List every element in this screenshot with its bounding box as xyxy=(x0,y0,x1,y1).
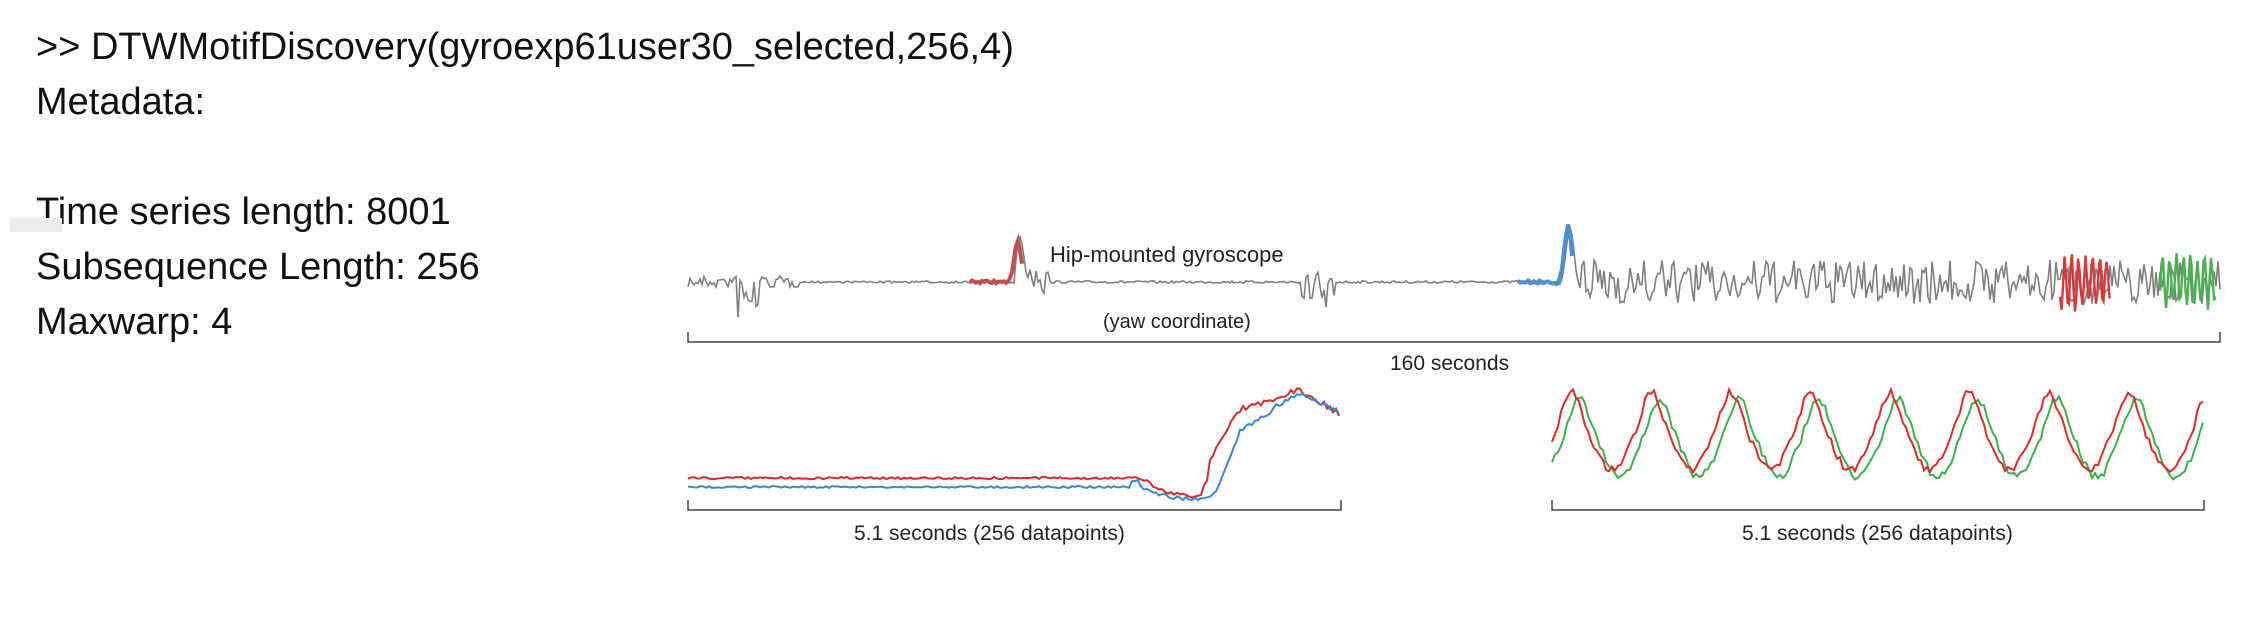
maxwarp-label: Maxwarp: 4 xyxy=(36,301,233,343)
main-chart: Hip-mounted gyroscope (yaw coordinate) 1… xyxy=(687,223,2221,545)
annotation-subtitle: (yaw coordinate) xyxy=(1103,311,1251,333)
metadata-label: Metadata: xyxy=(36,81,205,123)
main-x-label: 160 seconds xyxy=(1390,352,1509,375)
motif-blue-segment xyxy=(1516,223,1574,287)
left-blue-line xyxy=(687,392,1340,502)
right-red-line xyxy=(1551,386,2204,474)
left-zoom-chart: 5.1 seconds (256 datapoints) xyxy=(687,387,1342,545)
right-x-bracket xyxy=(1551,500,2205,511)
console-output: >> DTWMotifDiscovery(gyroexp61user30_sel… xyxy=(36,20,1014,350)
motif-red-oscillation xyxy=(2058,254,2111,312)
ts-length-label: Time series length: 8001 xyxy=(36,191,451,233)
motif-green-oscillation xyxy=(2158,253,2217,310)
console-command: >> DTWMotifDiscovery(gyroexp61user30_sel… xyxy=(36,26,1014,68)
annotation-title: Hip-mounted gyroscope xyxy=(1050,242,1284,267)
right-green-line xyxy=(1551,394,2204,481)
main-x-bracket xyxy=(687,332,2221,343)
motif-red-segment xyxy=(968,233,1024,286)
right-zoom-chart: 5.1 seconds (256 datapoints) xyxy=(1551,386,2205,545)
cursor-artifact xyxy=(10,218,62,232)
subseq-length-label: Subsequence Length: 256 xyxy=(36,246,480,288)
left-red-line xyxy=(687,387,1340,499)
series-gray-line xyxy=(687,224,2221,318)
right-x-label: 5.1 seconds (256 datapoints) xyxy=(1742,522,2013,545)
left-x-bracket xyxy=(687,500,1342,511)
left-x-label: 5.1 seconds (256 datapoints) xyxy=(854,522,1125,545)
